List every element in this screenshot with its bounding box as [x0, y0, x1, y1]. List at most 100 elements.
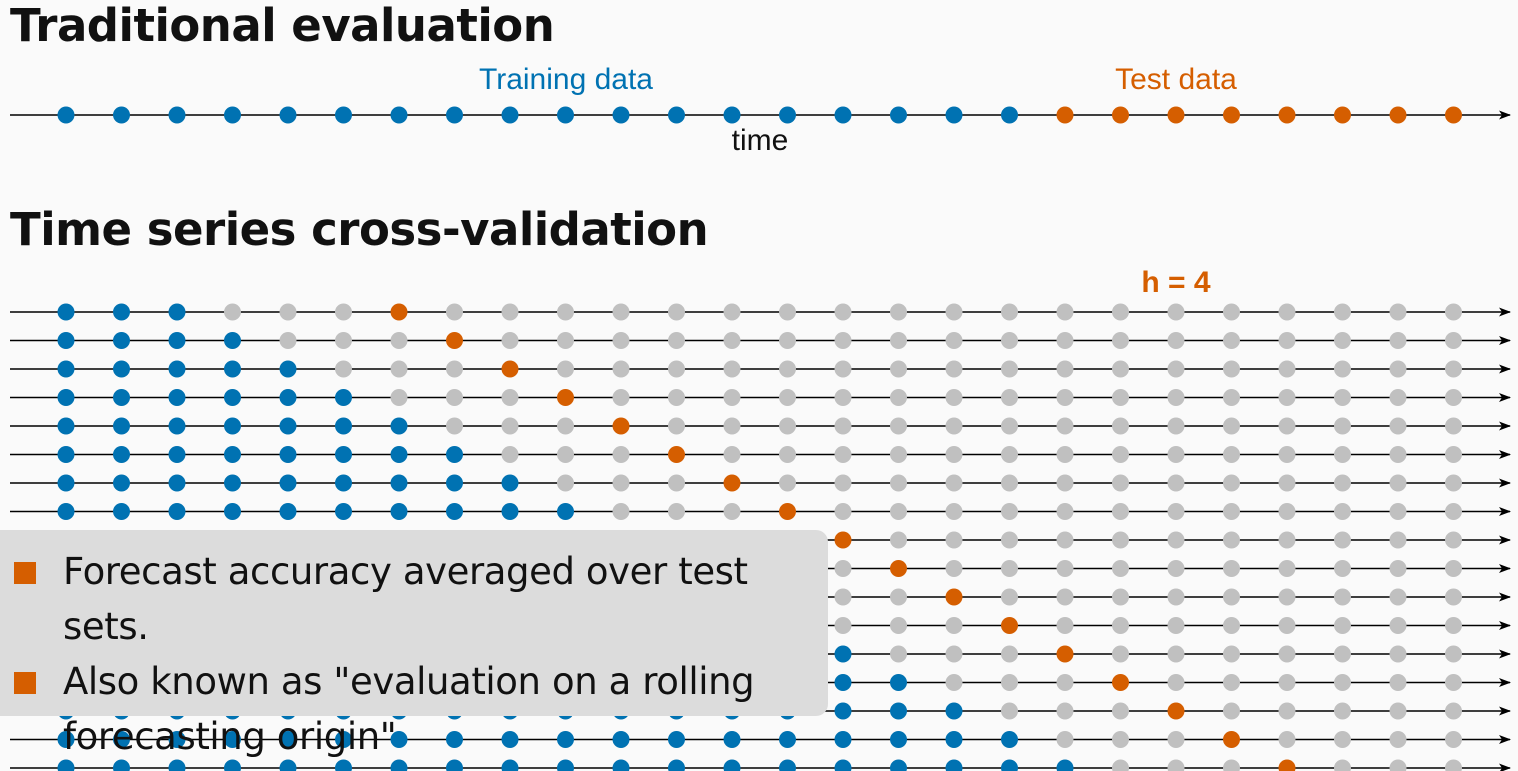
- unused-point: [1334, 588, 1351, 606]
- cv-row: [10, 731, 1511, 748]
- training-point: [168, 332, 186, 349]
- unused-point: [1278, 360, 1296, 378]
- unused-point: [1445, 674, 1462, 691]
- unused-point: [945, 560, 963, 577]
- training-point: [224, 731, 241, 748]
- unused-point: [1445, 503, 1462, 520]
- unused-point: [1167, 560, 1185, 577]
- training-point: [113, 106, 130, 124]
- unused-point: [834, 360, 852, 378]
- unused-point: [668, 474, 685, 492]
- unused-point: [723, 332, 741, 349]
- training-point: [1001, 731, 1018, 748]
- training-point: [890, 759, 907, 771]
- unused-point: [1056, 360, 1074, 378]
- unused-point: [557, 360, 574, 378]
- test-point: [1167, 106, 1185, 124]
- training-point: [557, 731, 574, 748]
- unused-point: [1334, 731, 1351, 748]
- unused-point: [1223, 645, 1240, 663]
- training-point: [57, 759, 75, 771]
- unused-point: [1056, 702, 1074, 720]
- unused-point: [945, 531, 963, 549]
- unused-point: [1223, 332, 1240, 349]
- training-point: [335, 417, 352, 435]
- training-point: [723, 759, 741, 771]
- unused-point: [1167, 503, 1185, 520]
- training-point: [113, 731, 130, 748]
- test-point: [1001, 617, 1018, 634]
- unused-point: [1389, 360, 1407, 378]
- training-point: [113, 360, 130, 378]
- training-point: [224, 389, 241, 406]
- unused-point: [612, 446, 630, 463]
- training-point: [168, 503, 186, 520]
- unused-point: [1334, 446, 1351, 463]
- unused-point: [1001, 332, 1018, 349]
- unused-point: [1389, 531, 1407, 549]
- training-point: [168, 360, 186, 378]
- unused-point: [1112, 560, 1129, 577]
- test-point: [1112, 106, 1129, 124]
- training-point: [557, 106, 574, 124]
- unused-point: [1001, 645, 1018, 663]
- training-point: [834, 731, 852, 748]
- unused-point: [1112, 531, 1129, 549]
- unused-point: [1334, 645, 1351, 663]
- unused-point: [1223, 446, 1240, 463]
- unused-point: [1278, 560, 1296, 577]
- unused-point: [945, 446, 963, 463]
- unused-point: [945, 332, 963, 349]
- unused-point: [945, 617, 963, 634]
- unused-point: [1112, 389, 1129, 406]
- unused-point: [1167, 303, 1185, 321]
- unused-point: [834, 417, 852, 435]
- unused-point: [668, 417, 685, 435]
- unused-point: [1278, 731, 1296, 748]
- unused-point: [1334, 531, 1351, 549]
- cv-row: [10, 474, 1511, 492]
- test-point: [446, 332, 463, 349]
- unused-point: [390, 360, 408, 378]
- training-point: [390, 731, 408, 748]
- unused-point: [1167, 446, 1185, 463]
- unused-point: [890, 446, 907, 463]
- unused-point: [834, 588, 852, 606]
- unused-point: [1056, 474, 1074, 492]
- training-point: [723, 106, 741, 124]
- unused-point: [1445, 360, 1462, 378]
- training-point: [168, 474, 186, 492]
- cv-row: [10, 446, 1511, 463]
- unused-point: [1112, 759, 1129, 771]
- cv-row: [10, 759, 1511, 771]
- unused-point: [1167, 332, 1185, 349]
- unused-point: [890, 645, 907, 663]
- unused-point: [1445, 617, 1462, 634]
- unused-point: [1001, 674, 1018, 691]
- unused-point: [1001, 360, 1018, 378]
- training-point: [224, 417, 241, 435]
- unused-point: [1445, 389, 1462, 406]
- unused-point: [1389, 759, 1407, 771]
- training-point: [446, 446, 463, 463]
- unused-point: [1445, 588, 1462, 606]
- training-point: [113, 389, 130, 406]
- unused-point: [279, 332, 297, 349]
- training-point: [390, 474, 408, 492]
- unused-point: [1445, 560, 1462, 577]
- training-point: [890, 731, 907, 748]
- unused-point: [1167, 360, 1185, 378]
- training-point: [501, 731, 519, 748]
- unused-point: [1278, 303, 1296, 321]
- training-point: [1001, 759, 1018, 771]
- unused-point: [779, 332, 796, 349]
- training-point: [390, 417, 408, 435]
- unused-point: [890, 617, 907, 634]
- unused-point: [612, 332, 630, 349]
- training-point: [779, 731, 796, 748]
- unused-point: [1278, 332, 1296, 349]
- unused-point: [1167, 731, 1185, 748]
- unused-point: [1334, 417, 1351, 435]
- unused-point: [1445, 645, 1462, 663]
- callout-bullet-2: Also known as "evaluation on a rolling f…: [14, 654, 828, 764]
